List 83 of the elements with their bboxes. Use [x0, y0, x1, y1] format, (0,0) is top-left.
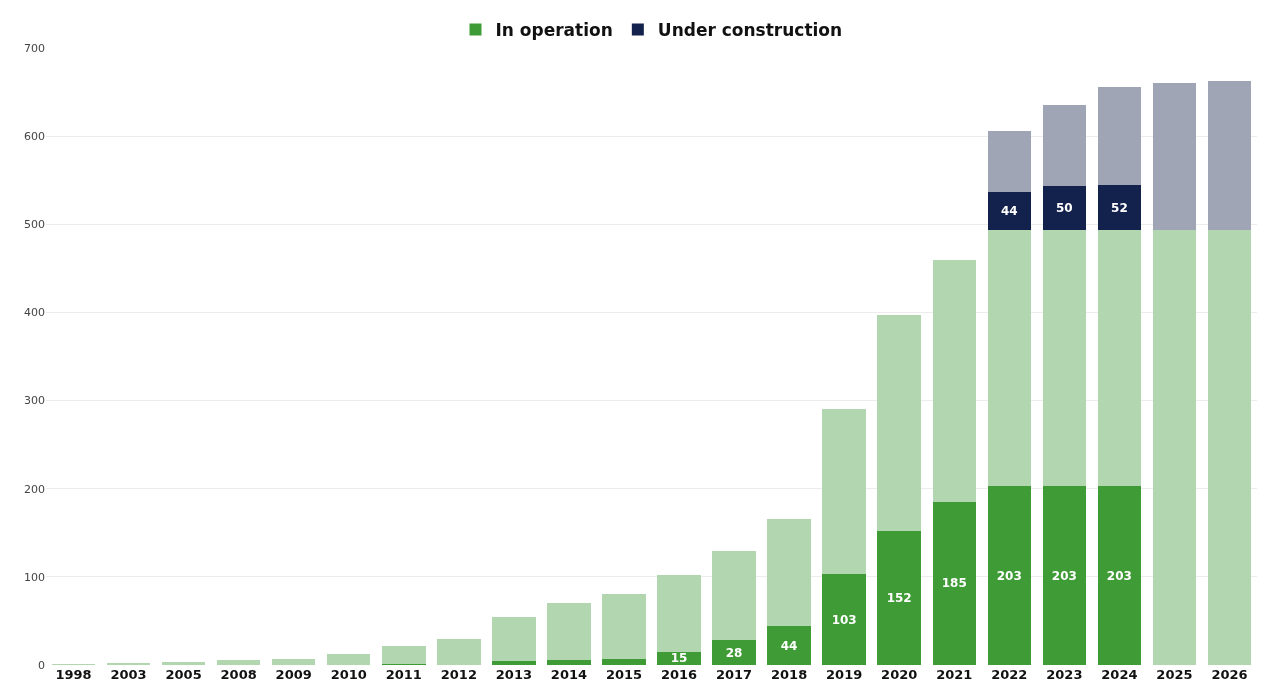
- x-tick-label: 2017: [715, 667, 753, 682]
- x-tick-label: 2024: [1101, 667, 1138, 682]
- bar: [161, 662, 206, 665]
- bar: [822, 409, 866, 575]
- bar: [987, 191, 1032, 231]
- bar: [382, 645, 426, 665]
- legend-label: In operation: [495, 20, 613, 41]
- data-label: 203: [1051, 568, 1077, 583]
- bar: [492, 617, 536, 662]
- data-label: 52: [1111, 200, 1128, 215]
- x-tick-label: 2023: [1046, 667, 1083, 682]
- legend-label: Under construction: [657, 20, 843, 41]
- bar: [437, 638, 481, 665]
- x-tick-label: 2013: [495, 667, 532, 682]
- bar: [1152, 83, 1197, 231]
- x-tick-label: 2005: [165, 667, 202, 682]
- bar: [547, 659, 591, 665]
- bar: [712, 551, 756, 641]
- x-tick-label: 2020: [881, 667, 918, 682]
- bar: [877, 315, 921, 532]
- data-label: 152: [886, 591, 912, 606]
- bar: [1097, 486, 1142, 665]
- bar: [932, 259, 976, 502]
- x-tick-label: 2009: [275, 667, 312, 682]
- x-tick-label: 2022: [991, 667, 1028, 682]
- bar: [822, 574, 866, 665]
- y-tick-label: 200: [24, 482, 45, 496]
- x-tick-label: 2019: [826, 667, 863, 682]
- bar: [657, 575, 701, 652]
- data-label: 50: [1055, 201, 1073, 216]
- bar: [987, 230, 1032, 487]
- x-tick-label: 2016: [660, 667, 698, 682]
- data-label: 15: [670, 651, 688, 666]
- bar: [602, 594, 646, 659]
- x-tick-label: 2018: [771, 667, 808, 682]
- y-tick-label: 600: [24, 129, 45, 143]
- bar: [1207, 81, 1252, 231]
- y-tick-label: 0: [38, 658, 45, 672]
- y-tick-label: 500: [24, 218, 45, 232]
- bar: [1097, 184, 1142, 231]
- x-tick-label: 2008: [220, 667, 257, 682]
- bar: [271, 658, 316, 665]
- y-tick-label: 400: [24, 306, 45, 320]
- x-tick-label: 2011: [385, 667, 422, 682]
- data-label: 185: [941, 576, 967, 591]
- x-tick-label: 2012: [440, 667, 477, 682]
- data-label: 44: [780, 638, 798, 653]
- data-label: 203: [996, 568, 1022, 583]
- y-tick-label: 300: [24, 394, 45, 408]
- bar: [932, 501, 976, 665]
- bar: [987, 130, 1032, 192]
- data-label: 44: [1000, 204, 1018, 219]
- y-tick-label: 700: [24, 41, 45, 55]
- bar: [1207, 230, 1252, 665]
- bar: [987, 486, 1032, 665]
- x-tick-label: 1998: [55, 667, 92, 682]
- bar: [1097, 86, 1142, 185]
- bar: [492, 661, 536, 665]
- x-tick-label: 2025: [1156, 667, 1193, 682]
- bar: [602, 658, 646, 665]
- bar: [216, 659, 261, 665]
- y-tick-label: 100: [24, 570, 45, 584]
- bar: [767, 626, 811, 665]
- bar: [1097, 230, 1142, 487]
- data-label: 203: [1106, 568, 1132, 583]
- bar: [877, 531, 921, 665]
- x-tick-label: 2015: [605, 667, 643, 682]
- bar: [1042, 230, 1087, 487]
- bar: [712, 640, 756, 665]
- x-tick-label: 2010: [330, 667, 367, 682]
- data-label: 103: [831, 612, 857, 627]
- data-label: 28: [725, 645, 743, 660]
- bar: [1042, 486, 1087, 665]
- x-tick-label: 2014: [550, 667, 588, 682]
- bar: [767, 518, 811, 627]
- bar: [1152, 230, 1197, 665]
- x-tick-label: 2021: [936, 667, 973, 682]
- bar: [327, 653, 371, 665]
- x-tick-label: 2026: [1211, 667, 1248, 682]
- bar: [547, 603, 591, 660]
- x-tick-label: 2003: [110, 667, 147, 682]
- bar: [1042, 105, 1087, 187]
- bar: [1042, 186, 1087, 231]
